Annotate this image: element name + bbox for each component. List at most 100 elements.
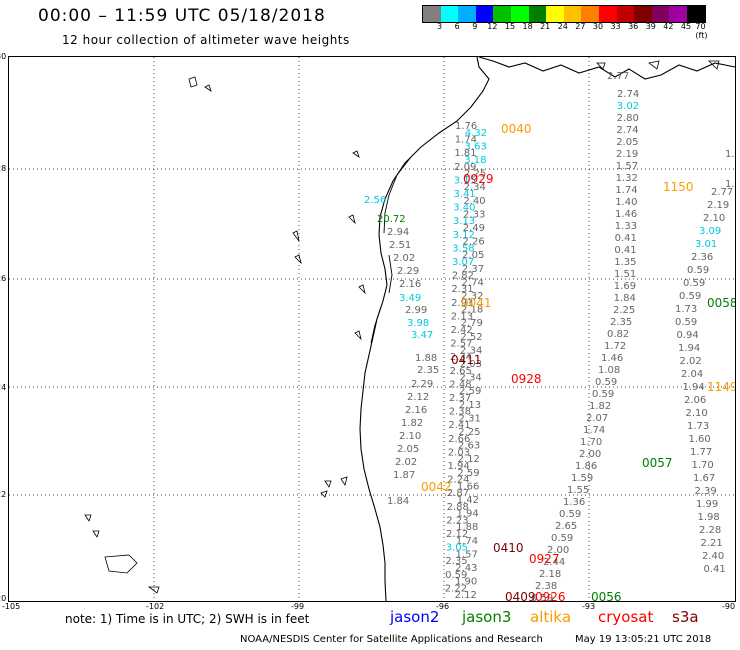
wave-height-label: 2.34 bbox=[459, 373, 481, 384]
wave-height-label: 1.99 bbox=[696, 499, 718, 510]
lat-label-30: 30 bbox=[0, 52, 7, 61]
wave-height-label: 1.3 bbox=[725, 179, 735, 190]
wave-height-label: 2.13 bbox=[459, 400, 481, 411]
wave-height-label: 2.80 bbox=[617, 113, 639, 124]
map-canvas: 2.56 20.72 2.94 2.51 2.02 2.29 2.16 3.492.99 3.9… bbox=[9, 57, 735, 601]
wave-height-label: 2.57 bbox=[450, 339, 472, 350]
wave-height-label: 3.05 bbox=[446, 543, 468, 554]
wave-height-label: 1.36 bbox=[563, 497, 585, 508]
wave-height-label: 2.48 bbox=[449, 379, 471, 390]
wave-height-label: 2.00 bbox=[579, 449, 601, 460]
wave-height-label: 2.05 bbox=[397, 444, 419, 455]
wave-height-label: 2.59 bbox=[457, 468, 479, 479]
colorbar-label: 30 bbox=[592, 22, 604, 31]
wave-height-label: 3.58 bbox=[452, 243, 474, 254]
wave-height-label: 2.35 bbox=[417, 365, 439, 376]
wave-height-label: 2.37 bbox=[449, 393, 471, 404]
wave-height-label: 1149 bbox=[707, 380, 735, 394]
colorbar-label: 45 bbox=[680, 22, 692, 31]
wave-height-label: 4.32 bbox=[465, 128, 487, 139]
wave-height-label: 2.42 bbox=[451, 325, 473, 336]
wave-height-label: 2.31 bbox=[459, 413, 481, 424]
wave-height-label: 2.66 bbox=[448, 434, 470, 445]
wave-height-label: 0.41 bbox=[614, 245, 636, 256]
wave-height-label: 2.29 bbox=[397, 266, 419, 277]
legend-cryosat: cryosat bbox=[598, 608, 654, 626]
wave-height-label: 2.05 bbox=[616, 137, 638, 148]
wave-height-label: 2.29 bbox=[411, 379, 433, 390]
wave-height-label: 2.79 bbox=[461, 318, 483, 329]
wave-height-label: 0.59 bbox=[687, 265, 709, 276]
wave-height-label: 2.02 bbox=[680, 356, 702, 367]
legend-s3a: s3a bbox=[672, 608, 699, 626]
colorbar-labels: 3 6 9 12 15 18 21 24 27 30 33 36 39 42 45 70 (ft) bbox=[422, 22, 732, 40]
wave-height-label: 2.59 bbox=[459, 386, 481, 397]
wave-height-label: 2.99 bbox=[405, 305, 427, 316]
wave-height-label: 0.59 bbox=[445, 570, 467, 581]
wave-height-label: 2.05 bbox=[462, 250, 484, 261]
wave-height-label: 0.94 bbox=[677, 330, 699, 341]
wave-height-label: 2.77 bbox=[607, 71, 629, 82]
wave-height-label: 2.02 bbox=[393, 253, 415, 264]
wave-height-label: 2.34 bbox=[464, 182, 486, 193]
colorbar-label: 42 bbox=[663, 22, 674, 31]
wave-height-label: 3.13 bbox=[453, 216, 475, 227]
wave-height-label: 2.35 bbox=[610, 317, 632, 328]
wave-height-label: 1.08 bbox=[598, 365, 620, 376]
wave-height-label: 0041 bbox=[461, 296, 492, 310]
wave-height-label: 1.60 bbox=[689, 434, 711, 445]
wave-height-label: 0.59 bbox=[551, 533, 573, 544]
colorbar-swatch bbox=[528, 6, 547, 22]
colorbar-swatch bbox=[423, 6, 441, 22]
wave-height-label: 1.74 bbox=[583, 425, 605, 436]
wave-height-label: 2.40 bbox=[463, 196, 485, 207]
wave-height-label: 1.3 bbox=[725, 149, 735, 160]
colorbar-label: 70 (ft) bbox=[695, 22, 708, 40]
inland-water bbox=[84, 60, 720, 594]
wave-height-label: 0040 bbox=[501, 122, 532, 136]
wave-height-label: 2.40 bbox=[702, 551, 724, 562]
wave-height-label: 2.18 bbox=[539, 569, 561, 580]
wave-height-label: 0057 bbox=[642, 456, 673, 470]
wave-height-label: 1.82 bbox=[401, 418, 423, 429]
lon-label-90: -90 bbox=[722, 602, 736, 611]
wave-height-label: 1.40 bbox=[615, 197, 637, 208]
wave-height-label: 2.12 bbox=[407, 392, 429, 403]
footer-timestamp: May 19 13:05:21 UTC 2018 bbox=[575, 634, 712, 645]
wave-height-label: 2.16 bbox=[405, 405, 427, 416]
wave-height-label: 2.93 bbox=[451, 298, 473, 309]
wave-height-label: 2.33 bbox=[463, 209, 485, 220]
colorbar-label: 24 bbox=[557, 22, 568, 31]
colorbar-label: 21 bbox=[540, 22, 551, 31]
wave-height-label: 2.21 bbox=[701, 538, 723, 549]
wave-height-label: 1.42 bbox=[457, 495, 479, 506]
colorbar-swatch bbox=[493, 6, 511, 22]
wave-height-label: 1.66 bbox=[457, 481, 479, 492]
wave-height-label: 2.87 bbox=[447, 488, 469, 499]
wave-height-label: 0927 bbox=[529, 552, 560, 566]
wave-height-label: 2.18 bbox=[461, 305, 483, 316]
wave-height-label: 1.46 bbox=[615, 209, 637, 220]
wave-height-label: 1.32 bbox=[616, 173, 638, 184]
wave-height-label: 1.87 bbox=[393, 470, 415, 481]
wave-height-label: 2.25 bbox=[464, 169, 486, 180]
legend-jason3: jason3 bbox=[462, 608, 512, 626]
wave-height-label: 0.59 bbox=[595, 377, 617, 388]
wave-height-label: 1.84 bbox=[614, 293, 636, 304]
wave-height-label: 2.63 bbox=[458, 441, 480, 452]
lat-label-20: 20 bbox=[0, 594, 7, 603]
wave-height-label: 0.59 bbox=[675, 317, 697, 328]
colorbar bbox=[422, 5, 706, 23]
wave-height-label: 2.41 bbox=[448, 420, 470, 431]
colorbar-swatch bbox=[598, 6, 617, 22]
wave-height-label: 2.12 bbox=[446, 529, 468, 540]
wave-height-label: 3.01 bbox=[695, 239, 717, 250]
colorbar-swatch bbox=[581, 6, 599, 22]
wave-height-label: 2.37 bbox=[462, 264, 484, 275]
colorbar-swatch bbox=[651, 6, 670, 22]
wave-height-label: 0409 bbox=[505, 590, 536, 601]
wave-height-label: 1.94 bbox=[678, 343, 700, 354]
colorbar-label: 15 bbox=[504, 22, 516, 31]
wave-height-label: 1.69 bbox=[614, 281, 636, 292]
wave-height-label: 2.04 bbox=[681, 369, 703, 380]
